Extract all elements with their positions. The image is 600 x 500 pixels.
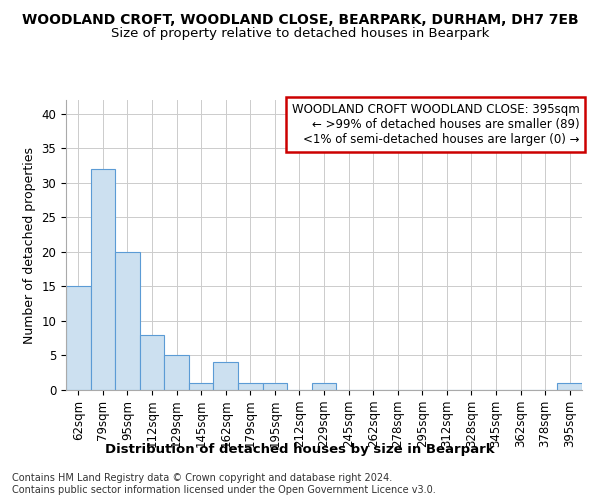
Bar bbox=[557, 383, 582, 390]
Text: Contains HM Land Registry data © Crown copyright and database right 2024.
Contai: Contains HM Land Registry data © Crown c… bbox=[12, 474, 436, 495]
Bar bbox=[140, 335, 164, 390]
Y-axis label: Number of detached properties: Number of detached properties bbox=[23, 146, 36, 344]
Bar bbox=[312, 383, 336, 390]
Text: Distribution of detached houses by size in Bearpark: Distribution of detached houses by size … bbox=[105, 442, 495, 456]
Bar bbox=[189, 383, 214, 390]
Bar bbox=[164, 356, 189, 390]
Bar bbox=[214, 362, 238, 390]
Bar bbox=[263, 383, 287, 390]
Text: WOODLAND CROFT WOODLAND CLOSE: 395sqm
← >99% of detached houses are smaller (89): WOODLAND CROFT WOODLAND CLOSE: 395sqm ← … bbox=[292, 103, 580, 146]
Bar bbox=[91, 169, 115, 390]
Text: WOODLAND CROFT, WOODLAND CLOSE, BEARPARK, DURHAM, DH7 7EB: WOODLAND CROFT, WOODLAND CLOSE, BEARPARK… bbox=[22, 12, 578, 26]
Bar bbox=[115, 252, 140, 390]
Bar bbox=[238, 383, 263, 390]
Bar bbox=[66, 286, 91, 390]
Text: Size of property relative to detached houses in Bearpark: Size of property relative to detached ho… bbox=[111, 28, 489, 40]
